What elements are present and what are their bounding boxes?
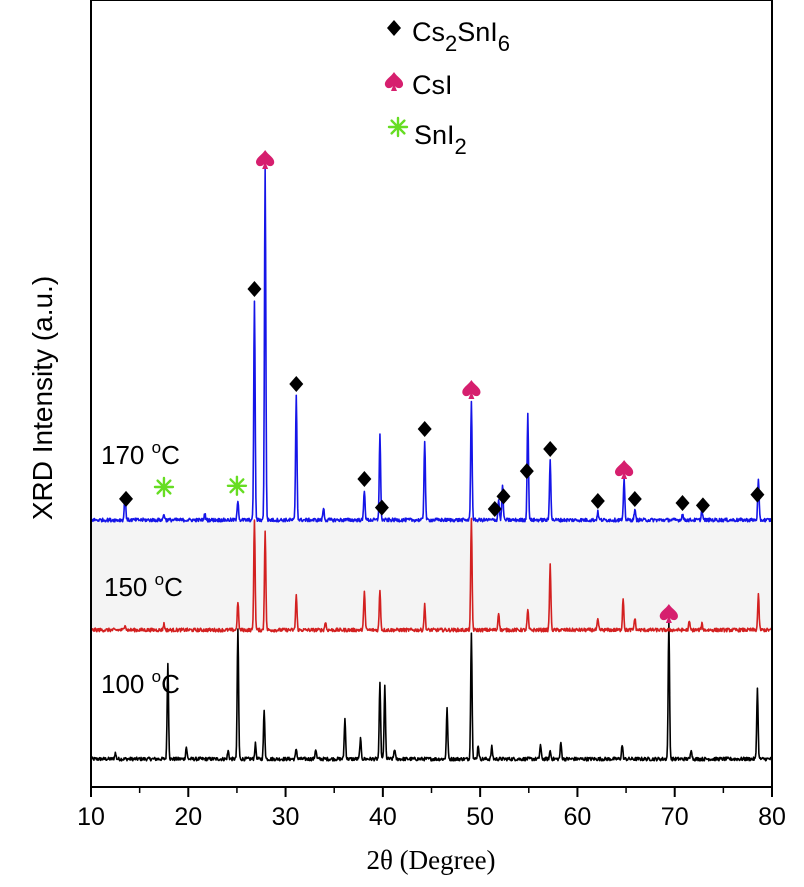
phase-marker-asterisk-3-0 [153, 476, 175, 498]
marker-layer [119, 150, 765, 623]
legend-label-2: SnI2 [414, 120, 467, 159]
phase-marker-diamond-0-10 [590, 493, 605, 509]
phase-marker-diamond-0-14 [750, 486, 765, 503]
phase-marker-spade-1-1 [462, 380, 481, 399]
legend-marker-asterisk [387, 116, 409, 138]
temp-label-0: 100 oC [101, 667, 180, 699]
x-tick-label: 30 [272, 803, 300, 831]
phase-marker-diamond-0-5 [417, 421, 432, 437]
phase-marker-asterisk-3-1 [226, 475, 248, 496]
legend-label-0: Cs2SnI6 [412, 17, 510, 56]
x-tick-label: 20 [174, 803, 202, 831]
series-line-0 [91, 622, 772, 762]
phase-marker-diamond-0-4 [374, 499, 389, 516]
plot-area-background [91, 0, 772, 787]
x-tick-label: 80 [758, 803, 786, 831]
phase-marker-diamond-0-7 [496, 488, 511, 505]
phase-marker-spade-2-0 [659, 604, 678, 623]
phase-marker-diamond-0-1 [247, 281, 262, 297]
legend-item-2: SnI2 [387, 116, 467, 159]
legend-item-1: CsI [384, 70, 453, 100]
phase-marker-diamond-0-9 [543, 441, 558, 457]
phase-marker-diamond-0-0 [119, 490, 134, 507]
legend-marker-spade [384, 72, 404, 91]
phase-marker-diamond-0-13 [695, 497, 710, 514]
x-tick-label: 10 [77, 803, 105, 831]
temp-label-1: 150 oC [104, 570, 183, 602]
band-150 [91, 521, 772, 631]
x-tick-label: 40 [369, 803, 397, 831]
phase-marker-diamond-0-2 [289, 376, 304, 392]
legend-label-1: CsI [412, 70, 453, 100]
x-tick-label: 50 [466, 803, 494, 831]
series-line-1 [91, 517, 772, 633]
x-tick-label: 70 [661, 803, 689, 831]
y-axis-title: XRD Intensity (a.u.) [27, 276, 58, 520]
x-tick-label: 60 [564, 803, 592, 831]
phase-marker-diamond-0-11 [627, 491, 642, 507]
phase-marker-spade-1-2 [615, 460, 634, 479]
phase-marker-diamond-0-12 [675, 495, 690, 511]
series-line-2 [91, 167, 772, 523]
phase-marker-diamond-0-6 [487, 501, 502, 517]
series-layer [91, 167, 772, 762]
temp-label-2: 170 oC [101, 438, 180, 470]
legend-marker-diamond [387, 20, 401, 36]
x-axis-title: 2θ (Degree) [366, 845, 495, 875]
phase-marker-diamond-0-3 [357, 471, 372, 487]
phase-marker-diamond-0-8 [519, 463, 534, 480]
x-axis: 10 20 30 40 50 60 70 80 [77, 787, 786, 831]
legend-item-0: Cs2SnI6 [387, 17, 510, 56]
phase-marker-spade-1-0 [256, 150, 275, 169]
temperature-labels: 100 oC 150 oC 170 oC [101, 438, 183, 699]
legend: Cs2SnI6 CsI SnI2 [384, 17, 510, 159]
